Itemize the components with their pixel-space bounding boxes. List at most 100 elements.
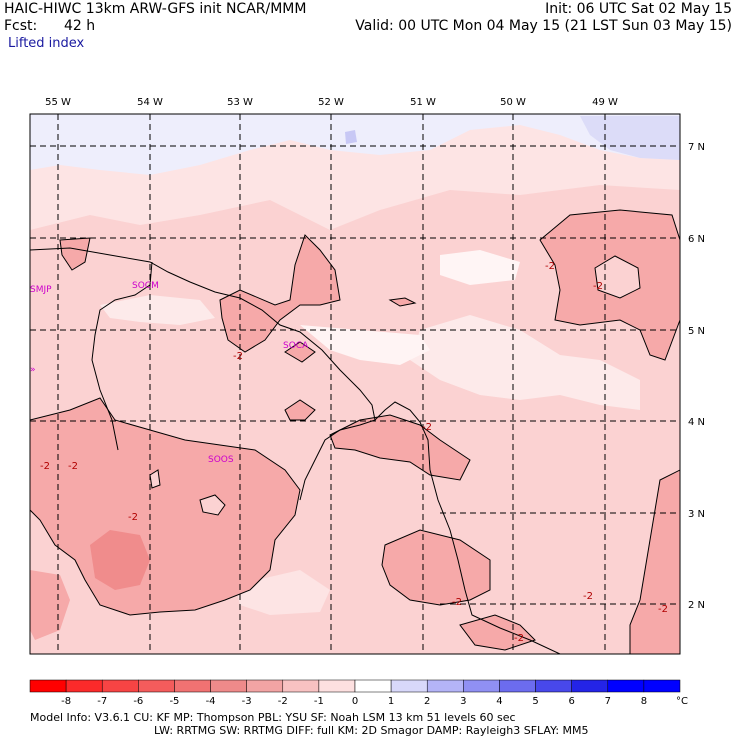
colorbar-swatch <box>643 679 681 693</box>
colorbar-tick-label: -6 <box>133 696 143 707</box>
colorbar-tick-label: -4 <box>206 696 216 707</box>
contour-label: -2 <box>514 633 524 644</box>
colorbar-tick-label: 5 <box>532 696 538 707</box>
contour-label: -2 <box>593 281 603 292</box>
model-info-line2: LW: RRTMG SW: RRTMG DIFF: full KM: 2D Sm… <box>154 724 589 737</box>
neg3-region-interior <box>90 530 150 590</box>
colorbar-tick-label: -5 <box>169 696 179 707</box>
neg2-hole-east <box>594 255 641 299</box>
pale-region-interior <box>100 295 215 325</box>
colorbar-swatch <box>282 679 320 693</box>
positive-speck <box>345 130 357 144</box>
neg2-region-soca <box>284 341 316 363</box>
valid-time: Valid: 00 UTC Mon 04 May 15 (21 LST Sun … <box>355 18 732 34</box>
contour-label: -2 <box>128 512 138 523</box>
near-zero-region-offshore <box>440 250 520 285</box>
contour-label: -2 <box>658 604 668 615</box>
lon-label: 55 W <box>45 97 71 108</box>
station-label-socm: SOCM <box>132 281 159 291</box>
contour-label: -2 <box>68 461 78 472</box>
colorbar-swatch <box>246 679 284 693</box>
colorbar-swatch <box>354 679 392 693</box>
lon-label: 52 W <box>318 97 344 108</box>
model-info-line1: Model Info: V3.6.1 CU: KF MP: Thompson P… <box>30 711 516 724</box>
lon-label: 51 W <box>410 97 436 108</box>
station-label-soca: SOCA <box>283 341 309 351</box>
neg2-region-small <box>388 297 417 307</box>
colorbar-tick-label: 7 <box>605 696 611 707</box>
colorbar-unit: °C <box>676 696 688 707</box>
colorbar-tick-label: -2 <box>278 696 288 707</box>
colorbar-tick-label: 6 <box>568 696 574 707</box>
colorbar-tick-label: -7 <box>97 696 107 707</box>
colorbar-tick-label: 3 <box>460 696 466 707</box>
contour-label: -2 <box>452 597 462 608</box>
pale-region-east <box>410 315 640 410</box>
field-name: Lifted index <box>8 36 85 51</box>
neg2-hole-b <box>199 494 226 516</box>
colorbar-tick-label: -3 <box>242 696 252 707</box>
contour-label: -2 <box>583 591 593 602</box>
colorbar-tick-label: -1 <box>314 696 324 707</box>
border-guiana-brazil <box>299 419 376 501</box>
colorbar-swatch <box>607 679 645 693</box>
lon-label: 54 W <box>137 97 163 108</box>
colorbar-swatch <box>174 679 211 693</box>
colorbar-swatch <box>101 679 139 693</box>
forecast-label: Fcst: <box>4 18 38 34</box>
neg2-region-coast <box>219 234 341 353</box>
lat-label: 5 N <box>688 326 705 337</box>
colorbar-swatch <box>318 679 356 693</box>
forecast-hour: 42 h <box>64 18 96 34</box>
colorbar-swatch <box>65 679 103 693</box>
colorbar-tick-label: 0 <box>352 696 358 707</box>
neg2-region-dot <box>284 399 316 421</box>
colorbar-tick-label: 4 <box>496 696 502 707</box>
lon-label: 49 W <box>592 97 618 108</box>
contour-label: -2 <box>233 351 243 362</box>
edge-marker: » <box>30 365 36 375</box>
neg2-hole-a <box>149 469 161 489</box>
colorbar-tick-label: -8 <box>61 696 71 707</box>
lat-label: 3 N <box>688 509 705 520</box>
colorbar-swatch <box>426 679 464 693</box>
neg2-region-mid <box>329 414 471 481</box>
contour-label: -2 <box>545 261 555 272</box>
colorbar-tick-label: 2 <box>424 696 430 707</box>
map-frame <box>29 113 681 655</box>
colorbar-swatch <box>535 679 572 693</box>
lat-label: 6 N <box>688 234 705 245</box>
coastline <box>30 247 561 654</box>
lat-label: 2 N <box>688 600 705 611</box>
near-zero-region-coast <box>300 325 430 365</box>
lat-label: 7 N <box>688 142 705 153</box>
station-label-smjp: SMJP <box>30 285 52 295</box>
colorbar-swatch <box>138 679 175 693</box>
init-time: Init: 06 UTC Sat 02 May 15 <box>545 1 732 17</box>
contour-label: -2 <box>40 461 50 472</box>
contour-label: -2 <box>422 422 432 433</box>
colorbar-swatch <box>390 679 428 693</box>
neg2-region-south <box>381 529 491 606</box>
colorbar-tick-label: 8 <box>641 696 647 707</box>
model-title: HAIC-HIWC 13km ARW-GFS init NCAR/MMM <box>4 1 307 17</box>
lon-label: 53 W <box>227 97 253 108</box>
graticule <box>30 114 680 654</box>
colorbar: -8 -7 -6 -5 -4 -3 -2 -1 0 1 2 3 4 5 6 7 8 <box>29 679 681 707</box>
colorbar-swatch <box>210 679 247 693</box>
neg2-region-bottom <box>459 614 536 651</box>
neg2-region-se <box>629 469 680 654</box>
colorbar-swatch <box>463 679 500 693</box>
colorbar-swatch <box>499 679 536 693</box>
lon-label: 50 W <box>500 97 526 108</box>
colorbar-swatch <box>571 679 609 693</box>
station-label-soos: SOOS <box>208 455 234 465</box>
lat-label: 4 N <box>688 417 705 428</box>
positive-region <box>30 114 680 175</box>
colorbar-swatch <box>29 679 67 693</box>
neg2-region-sw <box>30 570 70 640</box>
colorbar-tick-label: 1 <box>388 696 394 707</box>
lifted-index-field <box>30 114 680 654</box>
